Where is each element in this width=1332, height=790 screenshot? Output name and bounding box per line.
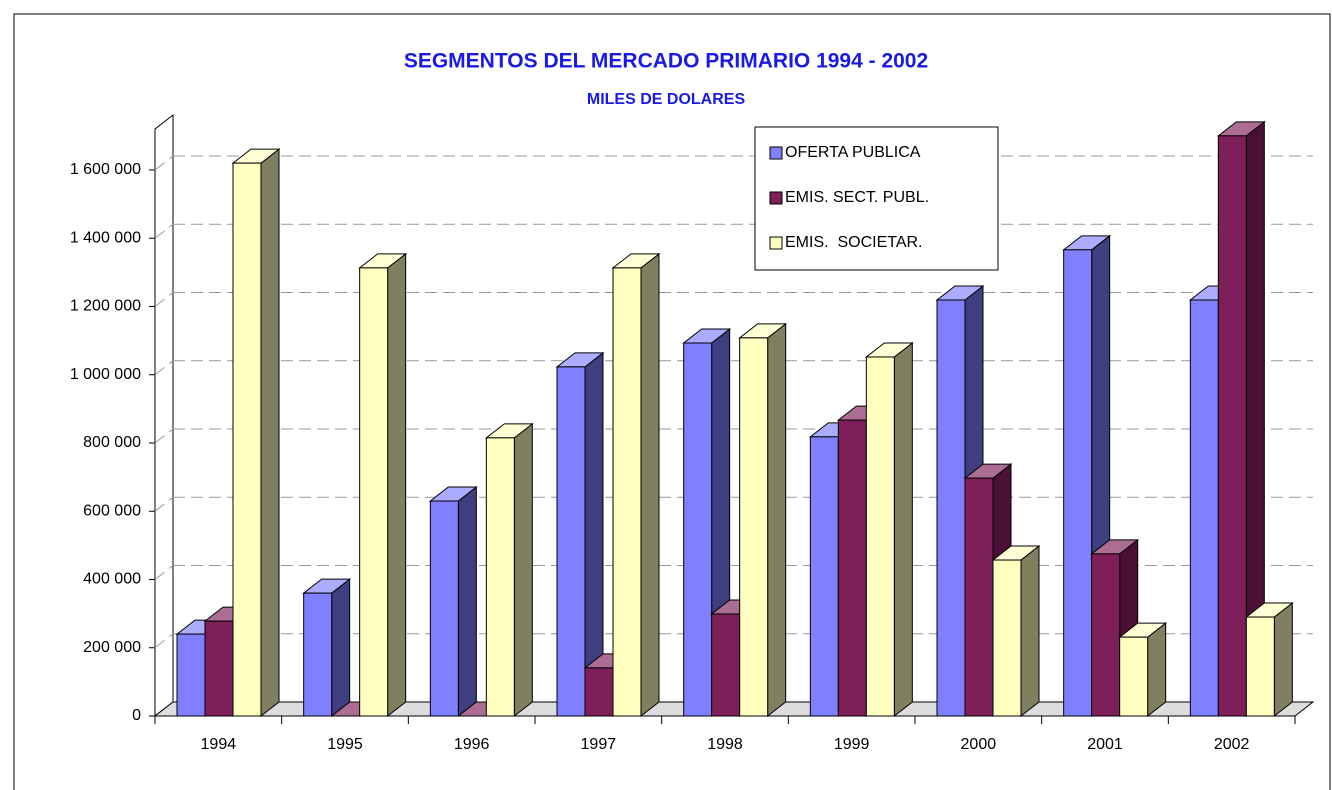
x-tick-label: 1996 [454, 736, 490, 753]
y-tick-label: 200 000 [83, 639, 141, 656]
legend-swatch [769, 236, 783, 250]
bar [612, 267, 642, 717]
bar [936, 299, 966, 717]
legend-swatch [769, 146, 783, 160]
bar-side [457, 485, 477, 718]
bar [485, 437, 515, 717]
bar-side [640, 252, 660, 718]
x-tick-label: 2001 [1087, 736, 1123, 753]
bar [683, 342, 713, 717]
bar [1189, 299, 1219, 717]
grid-line [154, 428, 174, 444]
bar [359, 267, 389, 717]
x-tick-label: 2002 [1214, 736, 1250, 753]
y-tick-label: 0 [132, 707, 141, 724]
y-tick-label: 400 000 [83, 571, 141, 588]
legend-label: EMIS. SECT. PUBL. [785, 189, 929, 206]
grid-line [154, 223, 174, 239]
bar [1091, 553, 1121, 717]
grid-line [154, 565, 174, 580]
bar [232, 162, 262, 717]
grid-line [154, 496, 174, 512]
bar [584, 667, 614, 717]
grid-line [154, 292, 174, 307]
bar [865, 356, 895, 717]
bar [837, 419, 867, 717]
grid-line [154, 155, 174, 171]
bar-side [1273, 602, 1293, 718]
x-tick-label: 1995 [327, 736, 363, 753]
bar-side [1020, 545, 1040, 718]
bar [1063, 249, 1093, 717]
x-tick-label: 1998 [707, 736, 743, 753]
bar [556, 366, 586, 717]
bar [711, 613, 741, 717]
legend-label: OFERTA PUBLICA [785, 144, 921, 161]
y-tick-label: 800 000 [83, 434, 141, 451]
bar-side [1147, 622, 1167, 718]
bar [176, 633, 206, 717]
y-tick-label: 600 000 [83, 502, 141, 519]
legend-label: EMIS. SOCIETAR. [785, 234, 923, 251]
bar [739, 337, 769, 717]
bar [809, 436, 839, 717]
grid-line [154, 360, 174, 376]
bar-side [767, 322, 787, 718]
legend-box [754, 126, 999, 271]
bar-side [513, 422, 533, 718]
bar-side [331, 578, 351, 718]
bar [1217, 135, 1247, 717]
y-tick-label: 1 400 000 [70, 229, 141, 246]
bar [204, 620, 234, 717]
legend-swatch [769, 191, 783, 205]
y-tick-label: 1 200 000 [70, 298, 141, 315]
bar-side [893, 341, 913, 718]
y-tick-label: 1 600 000 [70, 161, 141, 178]
x-tick-label: 2000 [961, 736, 997, 753]
bar [303, 592, 333, 717]
bar-side [387, 252, 407, 718]
x-tick-label: 1994 [201, 736, 237, 753]
chart-subtitle: MILES DE DOLARES [587, 91, 746, 108]
back-wall [154, 113, 174, 718]
x-tick-label: 1997 [581, 736, 617, 753]
y-tick-label: 1 000 000 [70, 366, 141, 383]
bar [964, 477, 994, 717]
chart-title: SEGMENTOS DEL MERCADO PRIMARIO 1994 - 20… [404, 50, 928, 73]
bar-side [260, 148, 280, 718]
frame [13, 13, 1331, 790]
grid-line [154, 633, 174, 649]
x-tick-label: 1999 [834, 736, 870, 753]
bar [992, 559, 1022, 717]
bar [429, 500, 459, 717]
bar [1119, 636, 1149, 717]
bar [1245, 616, 1275, 717]
